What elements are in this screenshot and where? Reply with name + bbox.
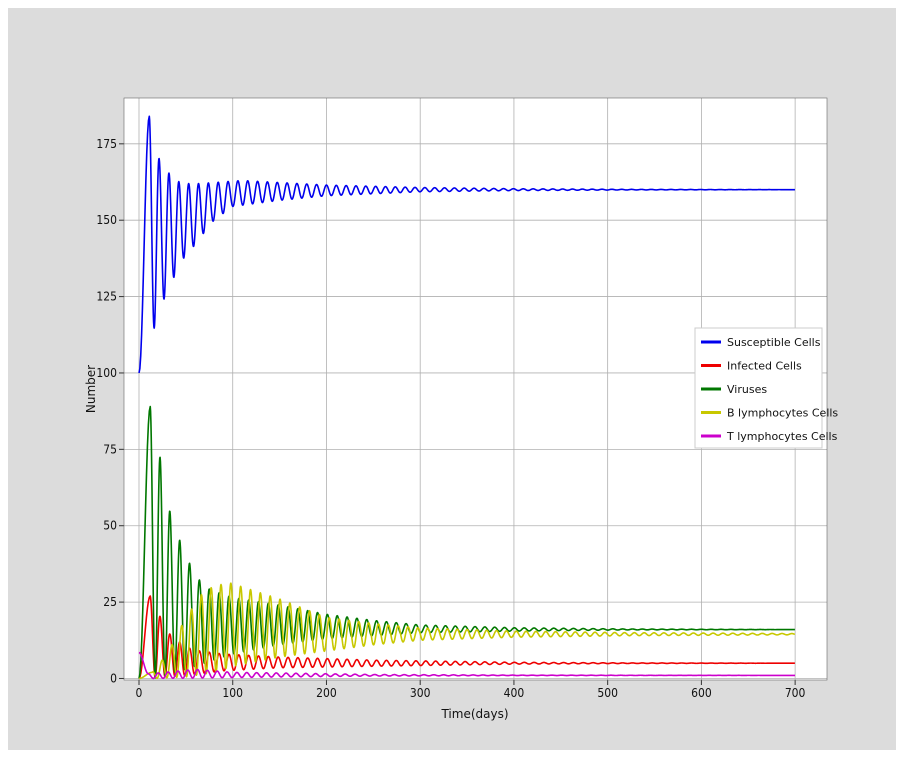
x-tick-label-300: 300 [410,686,431,700]
legend-label-b-lymphocytes-cells: B lymphocytes Cells [727,407,838,420]
y-axis-label: Number [84,365,98,413]
legend-label-viruses: Viruses [727,383,767,396]
y-tick-label-125: 125 [96,290,117,304]
x-tick-label-400: 400 [504,686,525,700]
plot-border [123,97,828,681]
y-tick-label-0: 0 [110,671,117,685]
y-tick-label-75: 75 [103,442,117,456]
y-tick-label-25: 25 [103,595,117,609]
series-lines [138,115,796,680]
series-line-susceptible-cells [138,115,796,374]
x-tick-label-200: 200 [316,686,337,700]
y-tick-label-50: 50 [103,519,117,533]
legend: Susceptible Cells Infected Cells Viruses B … [694,327,838,449]
axes: 0 100 200 300 400 500 600 700 0 25 50 75 100 125 150 17… [96,97,828,700]
y-tick-label-100: 100 [96,366,117,380]
x-tick-label-600: 600 [691,686,712,700]
legend-label-infected-cells: Infected Cells [727,360,802,373]
y-tick-label-150: 150 [96,213,117,227]
x-tick-label-500: 500 [597,686,618,700]
legend-label-susceptible-cells: Susceptible Cells [727,336,821,349]
y-tick-label-175: 175 [96,137,117,151]
series-line-b-lymphocytes-cells [138,582,796,680]
series-line-infected-cells [138,595,796,679]
x-tick-label-0: 0 [136,686,143,700]
x-axis-label: Time(days) [440,707,508,721]
series-line-t-lymphocytes-cells [138,651,796,680]
x-tick-label-700: 700 [785,686,806,700]
x-tick-label-100: 100 [222,686,243,700]
legend-label-t-lymphocytes-cells: T lymphocytes Cells [726,430,838,443]
